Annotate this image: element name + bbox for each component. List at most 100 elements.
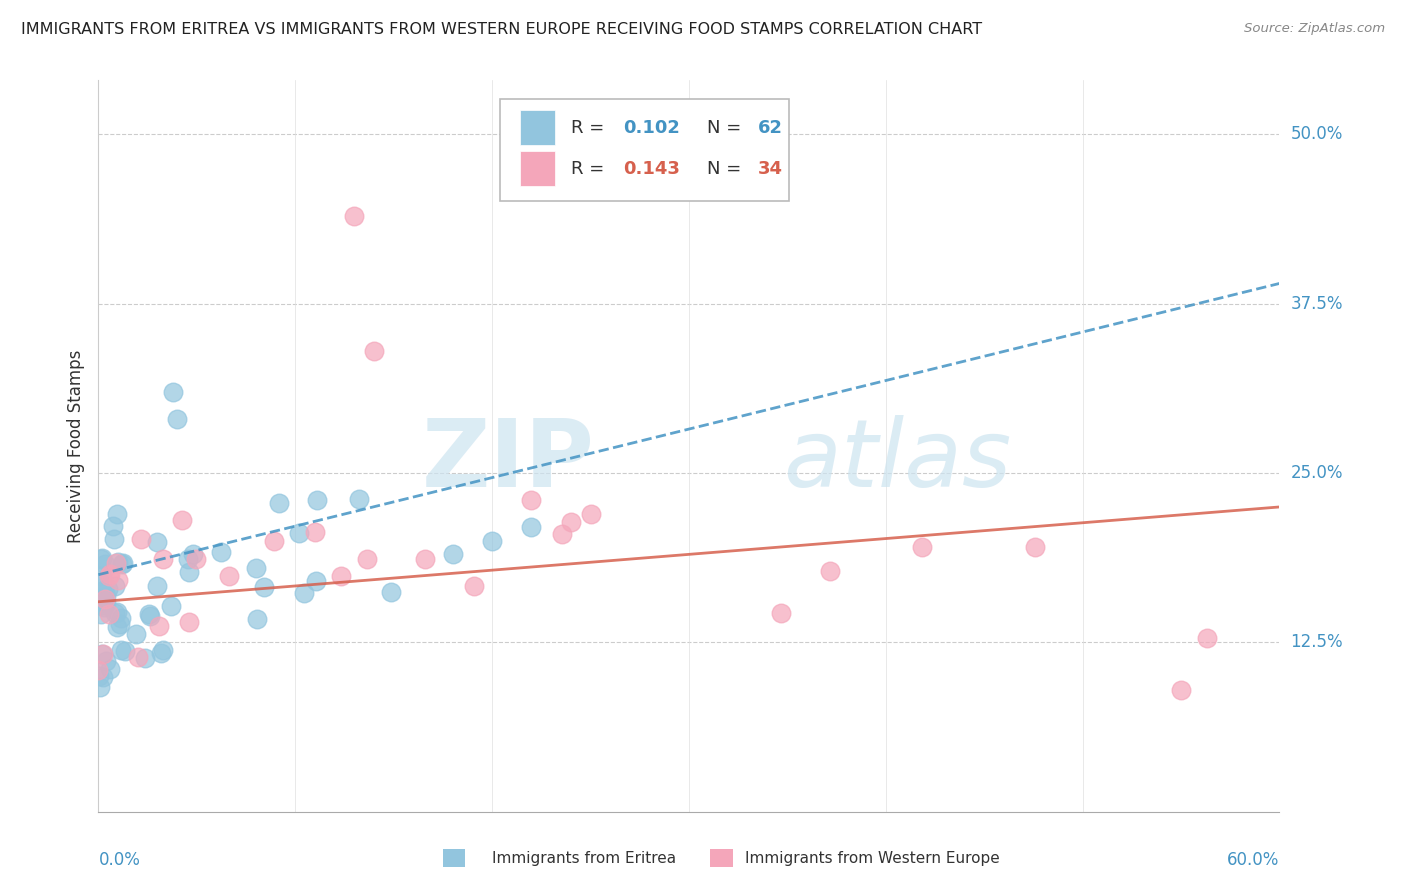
Text: 12.5%: 12.5% <box>1291 633 1343 651</box>
Point <box>98 662 121 676</box>
Point <box>104 579 127 593</box>
Text: R =: R = <box>571 160 610 178</box>
Point <box>520 493 543 508</box>
Point <box>104 606 127 620</box>
Point <box>138 607 160 621</box>
Y-axis label: Receiving Food Stamps: Receiving Food Stamps <box>66 350 84 542</box>
Point <box>288 525 311 540</box>
Point <box>551 526 574 541</box>
Point <box>356 552 378 566</box>
Point <box>87 668 110 682</box>
Point <box>329 569 352 583</box>
Point <box>105 508 128 522</box>
Point <box>93 594 115 608</box>
Point <box>148 619 170 633</box>
Point <box>90 647 112 661</box>
Point <box>769 606 792 620</box>
Point <box>176 552 198 566</box>
Point <box>91 569 114 583</box>
Text: Immigrants from Eritrea: Immigrants from Eritrea <box>492 851 676 865</box>
Point <box>127 649 149 664</box>
Point <box>145 579 167 593</box>
Point <box>166 412 188 426</box>
Point <box>105 620 128 634</box>
Point <box>481 533 503 548</box>
Point <box>125 627 148 641</box>
Text: 62: 62 <box>758 119 783 136</box>
Text: 25.0%: 25.0% <box>1291 464 1343 482</box>
Point <box>304 524 326 539</box>
FancyBboxPatch shape <box>501 99 789 201</box>
Point <box>87 663 110 677</box>
Text: N =: N = <box>707 119 747 136</box>
Point <box>520 520 543 534</box>
Point <box>263 534 285 549</box>
Point <box>152 552 174 566</box>
Point <box>134 650 156 665</box>
Point <box>94 592 117 607</box>
Point <box>91 550 114 565</box>
Point <box>267 496 290 510</box>
Point <box>150 646 173 660</box>
Point <box>363 344 385 359</box>
Point <box>93 583 115 598</box>
Point <box>111 556 134 570</box>
Point <box>98 567 121 582</box>
Point <box>111 557 134 571</box>
Point <box>110 611 132 625</box>
Text: 37.5%: 37.5% <box>1291 294 1343 313</box>
Point <box>579 507 602 521</box>
Text: Source: ZipAtlas.com: Source: ZipAtlas.com <box>1244 22 1385 36</box>
Point <box>94 595 117 609</box>
Point <box>246 612 269 626</box>
Point <box>97 582 120 597</box>
Point <box>90 607 112 621</box>
Point <box>105 556 128 570</box>
Point <box>114 644 136 658</box>
Point <box>818 565 841 579</box>
Point <box>1170 682 1192 697</box>
Point <box>441 547 464 561</box>
Point <box>103 533 125 547</box>
Text: 60.0%: 60.0% <box>1227 851 1279 869</box>
Point <box>98 607 121 622</box>
Point <box>91 647 114 661</box>
Point <box>218 569 240 583</box>
Bar <box>520 151 555 186</box>
Point <box>94 654 117 668</box>
Point <box>343 209 366 223</box>
Point <box>181 548 204 562</box>
Point <box>160 599 183 613</box>
Text: 0.143: 0.143 <box>623 160 679 178</box>
Point <box>253 580 276 594</box>
Point <box>209 545 232 559</box>
Point <box>292 586 315 600</box>
Point <box>413 552 436 566</box>
Text: IMMIGRANTS FROM ERITREA VS IMMIGRANTS FROM WESTERN EUROPE RECEIVING FOOD STAMPS : IMMIGRANTS FROM ERITREA VS IMMIGRANTS FR… <box>21 22 983 37</box>
Text: atlas: atlas <box>783 415 1012 506</box>
Text: 0.102: 0.102 <box>623 119 679 136</box>
Point <box>107 574 129 588</box>
Text: Immigrants from Western Europe: Immigrants from Western Europe <box>745 851 1000 865</box>
Point <box>94 558 117 572</box>
Bar <box>520 110 555 145</box>
Text: N =: N = <box>707 160 747 178</box>
Point <box>107 555 129 569</box>
Point <box>349 491 371 506</box>
Point <box>304 574 326 589</box>
Point <box>93 599 115 614</box>
Point <box>89 681 111 695</box>
Point <box>179 565 201 579</box>
Text: R =: R = <box>571 119 610 136</box>
Point <box>91 590 114 604</box>
Point <box>97 568 120 582</box>
Point <box>184 552 207 566</box>
Point <box>1024 541 1046 555</box>
Point <box>162 384 184 399</box>
Point <box>170 513 193 527</box>
Text: 50.0%: 50.0% <box>1291 126 1343 144</box>
Point <box>89 574 111 589</box>
Point <box>105 605 128 619</box>
Point <box>94 590 117 604</box>
Point <box>90 552 112 566</box>
